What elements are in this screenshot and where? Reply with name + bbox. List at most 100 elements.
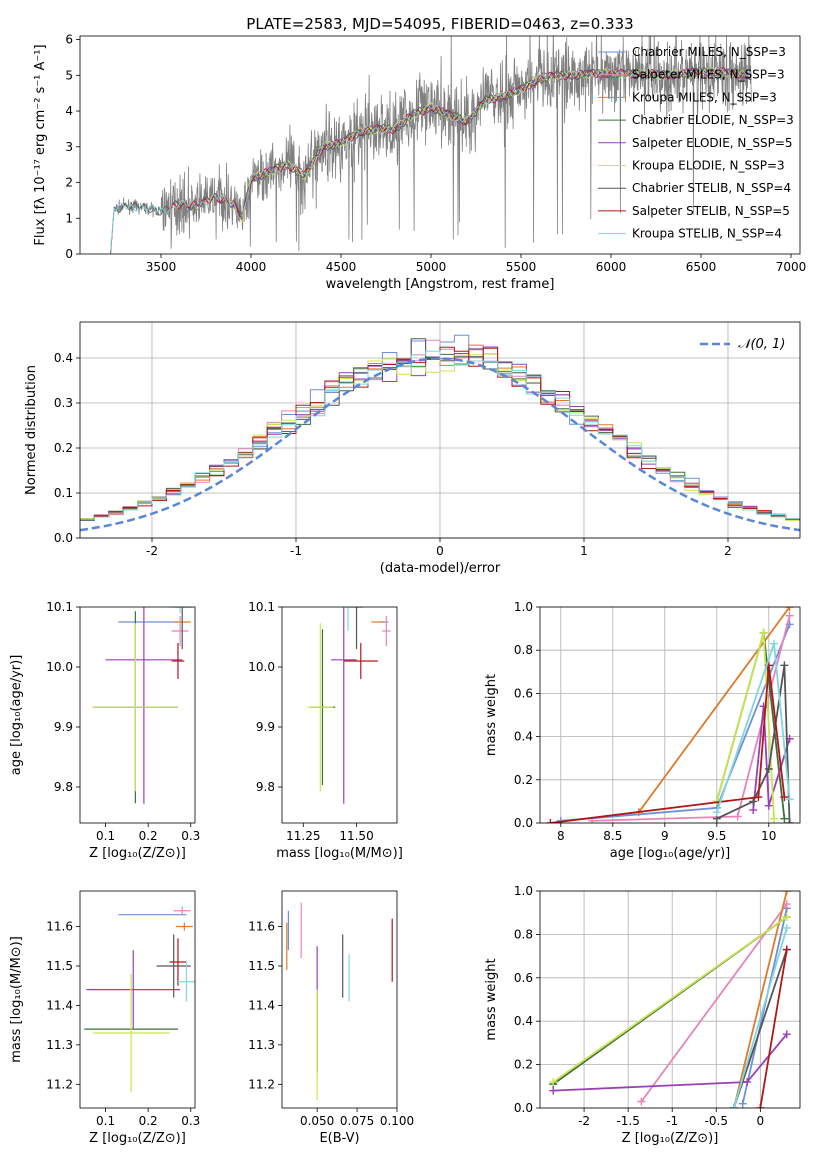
x-tick-label: 0.050: [300, 1114, 334, 1128]
normal-reference-curve: [80, 357, 800, 532]
model-line-kroupa_stelib: [110, 66, 752, 251]
data-point-marker: [785, 611, 794, 620]
plot-area: [110, 36, 752, 254]
y-tick-label: 11.4: [248, 998, 275, 1012]
y-tick-label: 5: [65, 68, 73, 82]
histogram-salpeter_miles: [80, 339, 800, 521]
errorbar-point-chabrier_stelib: [173, 607, 191, 649]
x-tick-label: 0.1: [96, 1114, 115, 1128]
x-tick-label: 6500: [686, 260, 717, 274]
y-axis-label: mass [log₁₀(M/M⊙)]: [9, 936, 24, 1063]
y-axis-label: mass weight: [484, 958, 499, 1040]
y-tick-label: 0.6: [514, 686, 533, 700]
data-point-marker: [782, 913, 791, 922]
errorbar-point-kroupa_miles: [175, 922, 193, 931]
y-axis-label: Normed distribution: [24, 365, 39, 495]
data-point-marker: [780, 661, 789, 670]
series-line: [752, 706, 791, 811]
data-point-marker: [770, 814, 778, 823]
y-tick-label: 11.3: [248, 1038, 275, 1052]
series-line: [759, 949, 788, 1108]
series-salpeter_elodie: [549, 1030, 791, 1095]
y-tick-label: 0.6: [514, 971, 533, 985]
data-point-marker: [782, 891, 791, 895]
errorbar-point-kroupa_stelib: [341, 607, 355, 631]
data-point-marker: [749, 806, 758, 815]
data-point-marker: [782, 1030, 791, 1039]
data-point-marker: [780, 793, 789, 802]
y-tick-label: 0.8: [514, 927, 533, 941]
series-line: [550, 665, 786, 823]
x-tick-label: 0.3: [181, 1114, 200, 1128]
model-line-chabrier_stelib: [110, 67, 752, 254]
y-tick-label: 0.1: [54, 486, 73, 500]
plot-area: [84, 906, 195, 1093]
x-axis-label: Z [log₁₀(Z/Z⊙)]: [89, 1131, 186, 1146]
x-tick-label: -1: [666, 1114, 678, 1128]
data-point-marker: [764, 765, 773, 773]
y-tick-label: 3: [65, 140, 73, 154]
x-tick-label: -0.5: [705, 1114, 728, 1128]
x-axis-label: wavelength [Angstrom, rest frame]: [326, 277, 555, 292]
histogram-kroupa_stelib: [80, 350, 800, 521]
axes-frame: [281, 606, 398, 824]
legend-label: 𝒩(0, 1): [738, 337, 785, 352]
axes-frame: [539, 890, 801, 1109]
x-tick-label: 10: [761, 829, 776, 843]
x-tick-label: 0.3: [181, 829, 200, 843]
y-tick-label: 11.4: [46, 998, 73, 1012]
x-tick-label: 2: [724, 544, 732, 558]
y-tick-label: 1: [65, 211, 73, 225]
chart-mass_weight_vs_age: 8 8.5 9 9.5 10 0.0 0.2 0.4 0.6 0.8 1.0 age [log₁₀(a…: [484, 600, 801, 861]
y-tick-label: 0.4: [514, 1014, 533, 1028]
errorbar-point-kroupa_stelib: [177, 962, 195, 1002]
errorbar-point-salpeter_stelib: [343, 643, 378, 679]
errorbar-point-salpeter_elodie: [86, 950, 181, 1030]
errorbar-point-kroupa_elodie: [92, 623, 178, 792]
legend-label: Kroupa STELIB, N_SSP=4: [632, 227, 782, 241]
series-kroupa_miles: [634, 607, 794, 817]
errorbar-point-salpeter_miles: [382, 616, 391, 646]
x-tick-label: -2: [146, 544, 158, 558]
chart-mass_vs_ebv: 0.050 0.075 0.100 11.2 11.3 11.4 11.5 11.6 E(B-V…: [248, 890, 414, 1146]
y-axis-label: age [log₁₀(age/yr)]: [9, 655, 24, 776]
legend-label: Chabrier STELIB, N_SSP=4: [632, 181, 791, 195]
chart-residuals: -2 -1 0 1 2 0.0 0.1 0.2 0.3 0.4 (data-model)/error…: [24, 321, 801, 576]
x-tick-label: 6000: [596, 260, 627, 274]
y-tick-label: 0.0: [54, 531, 73, 545]
y-tick-label: 0.2: [514, 773, 533, 787]
plot-area: [92, 607, 193, 804]
x-tick-label: 0.2: [139, 1114, 158, 1128]
x-axis-label: mass [log₁₀(M/M⊙)]: [276, 846, 403, 861]
y-tick-label: 10.0: [248, 660, 275, 674]
y-tick-label: 2: [65, 176, 73, 190]
series-chabrier_miles: [556, 620, 794, 823]
x-tick-label: 1: [580, 544, 588, 558]
data-point-marker: [782, 945, 791, 954]
axes-frame: [79, 35, 801, 255]
x-tick-label: 3500: [146, 260, 177, 274]
y-tick-label: 1.0: [514, 884, 533, 898]
data-point-marker: [733, 812, 742, 821]
errorbar-point-kroupa_elodie: [307, 623, 334, 792]
y-tick-label: 9.8: [256, 780, 275, 794]
x-axis-label: E(B-V): [319, 1131, 359, 1146]
data-point-marker: [759, 628, 768, 637]
data-point-marker: [785, 607, 794, 611]
y-tick-label: 0.3: [54, 396, 73, 410]
errorbar-point-salpeter_miles: [171, 616, 189, 646]
axes-frame: [281, 890, 398, 1109]
x-axis-label: Z [log₁₀(Z/Z⊙)]: [89, 846, 186, 861]
plot-area: [549, 891, 791, 1108]
y-tick-label: 0.8: [514, 643, 533, 657]
data-point-marker: [549, 1086, 558, 1095]
data-point-marker: [785, 795, 794, 804]
x-tick-label: 5500: [506, 260, 537, 274]
data-point-marker: [754, 793, 763, 802]
x-axis-label: age [log₁₀(age/yr)]: [610, 846, 731, 861]
y-tick-label: 11.6: [46, 920, 73, 934]
data-point-marker: [549, 1077, 558, 1086]
y-tick-label: 10.0: [46, 660, 73, 674]
y-tick-label: 9.8: [54, 780, 73, 794]
figure-title: PLATE=2583, MJD=54095, FIBERID=0463, z=0…: [246, 15, 633, 33]
